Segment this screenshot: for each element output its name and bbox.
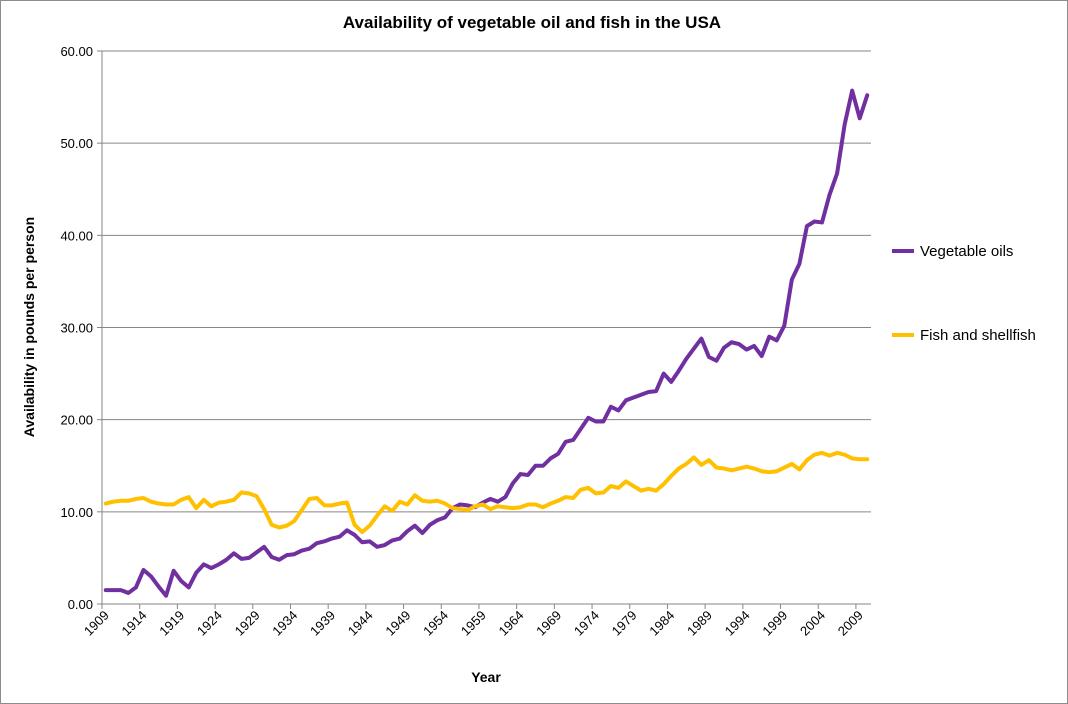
y-tick-label: 10.00 [60,505,93,520]
y-tick-label: 30.00 [60,321,93,336]
x-tick-label: 1934 [269,608,300,639]
y-tick-label: 20.00 [60,413,93,428]
x-tick-label: 1984 [646,608,677,639]
x-tick-label: 1919 [156,608,187,639]
x-tick-label: 1959 [458,608,489,639]
series-line-0 [103,88,870,598]
chart-title: Availability of vegetable oil and fish i… [343,13,721,32]
gridlines [97,50,871,605]
y-tick-labels: 0.00 10.00 20.00 30.00 40.00 50.00 60.00 [60,44,93,612]
axes [101,51,871,609]
x-tick-label: 1914 [119,608,150,639]
x-tick-label: 1999 [759,608,790,639]
x-tick-label: 1939 [307,608,338,639]
x-tick-label: 2004 [797,608,828,639]
x-tick-label: 1964 [495,608,526,639]
y-tick-label: 40.00 [60,228,93,243]
x-tick-label: 1969 [533,608,564,639]
y-tick-label: 60.00 [60,44,93,59]
x-tick-label: 2009 [835,608,866,639]
x-tick-label: 1979 [609,608,640,639]
x-tick-label: 1909 [81,608,112,639]
y-tick-label: 0.00 [68,597,93,612]
y-axis-title: Availability in pounds per person [21,217,37,437]
series-line-1 [103,450,870,535]
x-tick-label: 1929 [232,608,263,639]
x-tick-label: 1949 [382,608,413,639]
x-tick-label: 1994 [722,608,753,639]
x-tick-label: 1974 [571,608,602,639]
x-axis-title: Year [471,669,501,685]
x-tick-label: 1989 [684,608,715,639]
series-lines [103,88,870,598]
legend-label: Vegetable oils [920,243,1013,260]
legend-label: Fish and shellfish [920,327,1036,344]
x-tick-label: 1924 [194,608,225,639]
x-tick-label: 1954 [420,608,451,639]
y-tick-label: 50.00 [60,136,93,151]
legend: Vegetable oils Fish and shellfish [892,243,1036,344]
x-tick-label: 1944 [345,608,376,639]
x-tick-labels: 1909 1914 1919 1924 1929 1934 1939 1944 1949 1954… [81,608,866,639]
